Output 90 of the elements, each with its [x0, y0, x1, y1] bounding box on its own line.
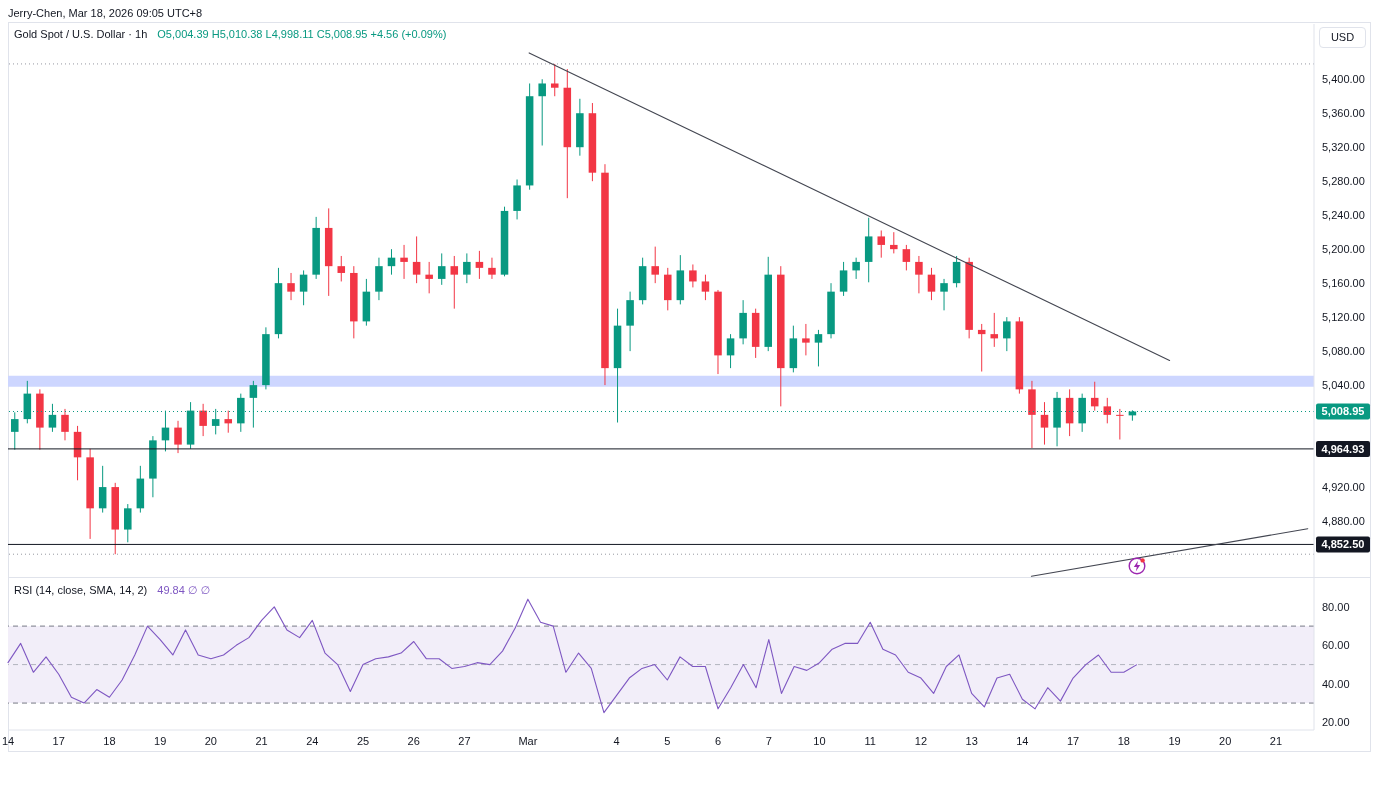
x-tick-label: 19	[154, 734, 167, 747]
y-tick-label: 4,880.00	[1322, 514, 1365, 527]
y-axis-title: USD	[1330, 31, 1355, 43]
x-tick-label: 5	[664, 734, 671, 747]
chart-subtitle: O5,004.39 H5,010.38 L4,998.11 C5,008.95 +4.56 (+0.09%)	[157, 27, 447, 42]
candlestick	[124, 503, 132, 543]
x-tick-label: 21	[1269, 734, 1283, 747]
candlestick	[437, 252, 446, 286]
x-tick-label: 20	[1219, 734, 1232, 747]
y-tick-label: 5,080.00	[1322, 344, 1365, 357]
candlestick	[902, 244, 911, 271]
candlestick	[1040, 401, 1049, 446]
y-tick-label: 5,200.00	[1322, 243, 1365, 256]
x-tick-label: 17	[1066, 734, 1080, 747]
candlestick	[98, 465, 107, 514]
x-tick-label: 14	[1, 734, 15, 747]
x-tick-label: 25	[356, 734, 370, 747]
candlestick	[1116, 408, 1124, 440]
candlestick	[61, 408, 69, 441]
candlestick	[726, 333, 735, 369]
x-tick-label: 24	[306, 734, 319, 747]
y-tick-label: 5,320.00	[1322, 141, 1365, 154]
candlestick	[299, 269, 308, 306]
chart-title: Gold Spot / U.S. Dollar · 1h	[14, 27, 148, 42]
candlestick	[1103, 397, 1112, 424]
x-tick-label: 19	[1168, 734, 1181, 747]
candlestick	[199, 403, 207, 437]
candlestick	[488, 257, 496, 280]
y-tick-label: 4,920.00	[1322, 480, 1365, 493]
x-tick-label: 11	[864, 734, 876, 747]
ref-line-label: 4,964.93	[1321, 442, 1365, 455]
y-tick-label: 20.00	[1322, 716, 1350, 729]
y-tick-label: 80.00	[1322, 600, 1350, 613]
x-tick-label: 18	[1117, 734, 1130, 747]
candlestick	[852, 257, 860, 280]
text: Jerry-Chen, Mar 18, 2026 09:05 UTC+8	[8, 7, 203, 19]
candlestick	[877, 229, 886, 259]
candlestick	[890, 231, 898, 254]
x-tick-label: 20	[204, 734, 217, 747]
candlestick	[287, 272, 295, 301]
line-series	[7, 598, 1138, 714]
x-tick-label: 4	[613, 734, 620, 747]
candlestick	[952, 255, 961, 288]
candlestick	[550, 63, 559, 97]
x-tick-label: 17	[52, 734, 65, 747]
y-tick-label: 60.00	[1322, 639, 1350, 652]
candlestick	[689, 263, 697, 288]
y-tick-label: 40.00	[1322, 677, 1350, 690]
candlestick	[463, 252, 471, 284]
text: RSI (14, close, SMA, 14, 2)	[14, 583, 148, 598]
candlestick	[11, 411, 19, 451]
candlestick	[802, 323, 810, 356]
candlestick	[475, 250, 484, 280]
candlestick	[412, 235, 421, 284]
candlestick	[915, 255, 923, 294]
x-tick-label: 12	[914, 734, 928, 747]
candlestick	[839, 261, 848, 297]
y-tick-label: 5,280.00	[1322, 175, 1365, 188]
x-tick-label: 7	[765, 734, 772, 747]
x-tick-label: 6	[715, 734, 722, 747]
y-tick-label: 5,120.00	[1322, 310, 1365, 323]
y-tick-label: 5,400.00	[1322, 73, 1365, 86]
x-tick-label: 26	[407, 734, 420, 747]
y-tick-label: 5,040.00	[1322, 378, 1365, 391]
candlestick	[701, 274, 710, 301]
x-tick-label: 14	[1016, 734, 1029, 747]
candlestick	[538, 78, 546, 147]
candlestick	[1003, 316, 1011, 352]
y-tick-label: 5,160.00	[1322, 277, 1365, 290]
candlestick	[224, 410, 233, 434]
candlestick	[425, 261, 433, 294]
candlestick	[814, 329, 823, 367]
x-tick-label: 10	[813, 734, 826, 747]
candlestick	[651, 246, 659, 284]
candlestick	[450, 255, 459, 310]
y-tick-label: 5,240.00	[1322, 209, 1365, 222]
candlestick	[400, 244, 408, 280]
x-tick-label: 18	[103, 734, 116, 747]
text: 49.84 ∅ ∅	[157, 583, 211, 598]
x-tick-label: Mar	[518, 734, 538, 747]
y-tick-label: 5,360.00	[1322, 107, 1365, 120]
x-tick-label: 27	[458, 734, 471, 747]
candlestick	[337, 255, 346, 282]
x-tick-label: 13	[965, 734, 978, 747]
ref-line-label: 5,008.95	[1321, 405, 1365, 418]
candlestick	[174, 420, 182, 454]
ref-line-label: 4,852.50	[1321, 538, 1365, 551]
candlestick	[927, 267, 936, 301]
x-tick-label: 21	[255, 734, 268, 747]
candlestick	[940, 278, 948, 311]
